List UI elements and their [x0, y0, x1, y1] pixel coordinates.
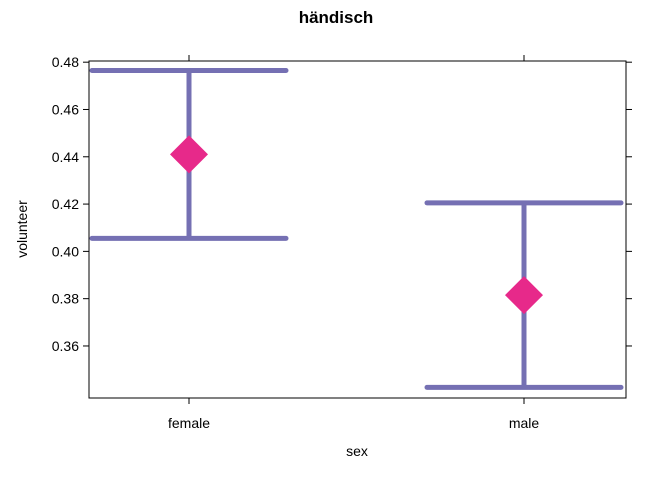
y-tick-label: 0.46: [52, 101, 79, 117]
plot-frame: [88, 60, 627, 399]
x-tick-label: female: [168, 415, 210, 431]
point-female: [170, 135, 208, 174]
marks: [89, 67, 624, 390]
y-tick-label: 0.44: [52, 149, 79, 165]
y-axis: 0.36 0.38 0.40 0.42 0.44 0.46 0.48: [52, 54, 632, 354]
x-axis-label: sex: [346, 443, 368, 459]
x-tick-label: male: [509, 415, 540, 431]
y-tick-label: 0.36: [52, 338, 79, 354]
y-tick-label: 0.42: [52, 196, 79, 212]
y-tick-label: 0.38: [52, 291, 79, 307]
y-tick-label: 0.48: [52, 54, 79, 70]
y-axis-label: volunteer: [14, 200, 30, 258]
point-male: [505, 276, 543, 315]
y-tick-label: 0.40: [52, 243, 79, 259]
chart-title: händisch: [299, 8, 374, 27]
x-axis: female male: [168, 55, 539, 431]
